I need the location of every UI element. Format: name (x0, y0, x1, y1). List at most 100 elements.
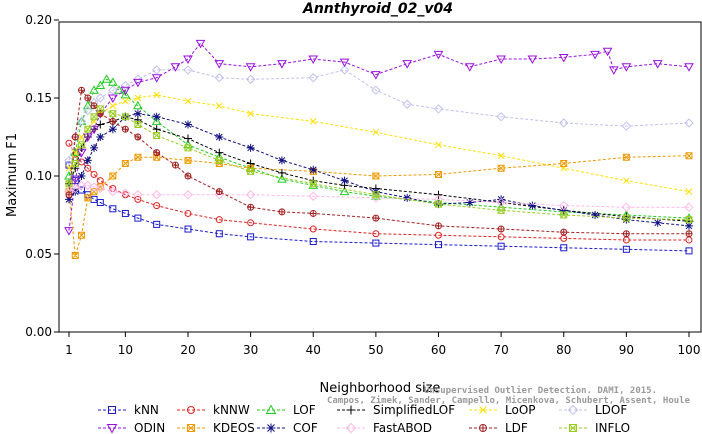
legend-swatch-marker (346, 405, 356, 415)
data-point (339, 186, 350, 196)
x-tick-label: 70 (493, 343, 508, 357)
data-point (96, 177, 104, 185)
data-point (107, 77, 118, 86)
data-point (83, 180, 93, 191)
legend-label: LDF (505, 421, 528, 434)
data-point (65, 180, 73, 188)
data-point (114, 85, 124, 94)
data-point (215, 148, 224, 157)
data-point (434, 170, 442, 178)
data-point (78, 141, 86, 149)
data-point (134, 121, 142, 129)
series-line-knn (68, 164, 690, 252)
data-point (497, 225, 505, 233)
x-tick-label: 50 (368, 343, 383, 357)
data-point (96, 120, 105, 129)
data-point (65, 164, 73, 172)
data-point (560, 228, 568, 236)
x-axis: 1 10 20 30 40 50 60 70 80 90 100 (65, 332, 700, 357)
y-axis-label: Maximum F1 (5, 133, 20, 217)
data-point (84, 94, 92, 102)
data-point (76, 149, 87, 158)
data-point (622, 153, 630, 161)
legend-item-ldof: LDOF (559, 403, 627, 417)
data-point (684, 118, 694, 128)
legend-swatch-marker (479, 424, 488, 432)
series-line-ldof (68, 69, 690, 161)
legend-item-inflo: INFLO (559, 421, 630, 434)
data-point (109, 117, 117, 125)
data-point (434, 200, 442, 208)
data-point (153, 220, 161, 228)
data-point (497, 242, 505, 250)
legend-swatch-marker (479, 406, 487, 414)
data-point (339, 65, 350, 75)
data-point (309, 180, 317, 188)
data-point (434, 241, 442, 249)
data-point (434, 222, 442, 230)
data-point (496, 197, 506, 208)
data-point (84, 125, 92, 133)
y-tick-label: 0.10 (25, 169, 52, 183)
data-point (184, 172, 192, 180)
data-point (559, 200, 569, 211)
data-point (215, 102, 223, 110)
x-tick-label: 40 (306, 343, 321, 357)
legend-swatch-marker (569, 424, 577, 432)
data-point (70, 175, 81, 185)
x-tick-label: 20 (180, 343, 195, 357)
data-point (214, 60, 225, 69)
legend-item-knnw: kNNW (177, 403, 250, 417)
data-point (183, 190, 193, 200)
data-point (151, 116, 162, 125)
legend-label: SimplifiedLOF (373, 403, 455, 417)
data-point (120, 188, 131, 198)
data-point (133, 109, 142, 118)
legend-label: LDOF (595, 403, 627, 417)
data-point (622, 214, 630, 222)
data-point (464, 63, 475, 72)
y-tick-label: 0.20 (25, 13, 52, 27)
data-point (109, 172, 117, 180)
legend-label: FastABOD (373, 421, 432, 434)
data-point (309, 225, 317, 233)
data-point (101, 74, 112, 83)
data-point (245, 74, 256, 84)
data-point (171, 161, 179, 169)
legend-label: COF (293, 421, 318, 434)
data-point (685, 230, 693, 238)
x-tick-label: 90 (619, 343, 634, 357)
data-point (590, 50, 600, 60)
legend-label: ODIN (134, 421, 165, 434)
y-tick-label: 0.15 (25, 91, 52, 105)
data-point (435, 141, 442, 149)
data-point (465, 198, 474, 207)
series-line-simplifiedlof (68, 116, 690, 222)
data-point (340, 176, 349, 185)
data-point (90, 113, 98, 121)
data-point (134, 195, 142, 203)
data-point (90, 170, 98, 178)
data-point (153, 202, 161, 210)
data-point (109, 184, 117, 192)
data-point (558, 53, 569, 63)
data-point (122, 97, 129, 105)
x-axis-label: Neighborhood size (320, 381, 441, 396)
data-point (183, 65, 193, 75)
data-point (309, 210, 317, 217)
data-point (70, 183, 80, 194)
data-point (78, 231, 86, 239)
data-point (309, 238, 317, 246)
data-point (622, 215, 631, 224)
legend: kNN kNNW LOF SimplifiedLOF LoOP LDOF ODIN KDEOS… (98, 403, 630, 434)
legend-item-kdeos: KDEOS (177, 421, 255, 434)
data-point (65, 195, 73, 204)
data-point (247, 219, 255, 227)
legend-item-knn: kNN (98, 403, 159, 417)
citation-watermark-line-1: Unsupervised Outlier Detection. DAMI, 20… (424, 385, 657, 396)
data-point (308, 73, 318, 83)
data-point (621, 121, 632, 131)
series-fastabod (64, 180, 694, 212)
data-point (308, 191, 318, 201)
